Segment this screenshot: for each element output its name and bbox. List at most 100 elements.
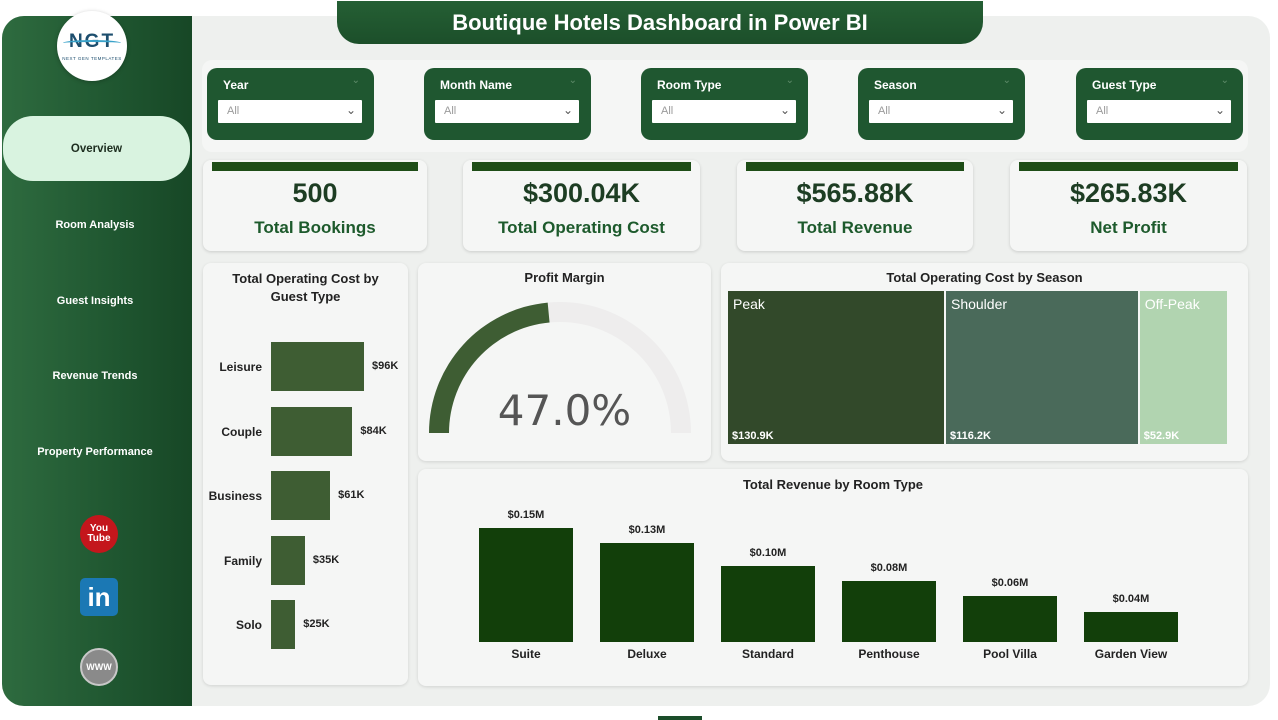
slicer-dropdown[interactable]: All ⌄ xyxy=(218,100,362,123)
kpi-card-total-operating-cost: $300.04K Total Operating Cost xyxy=(463,160,700,251)
hbar-category-label: Business xyxy=(208,489,262,503)
slicer-month-name: Month Name ⌄ All ⌄ xyxy=(424,68,591,140)
nav-overview[interactable]: Overview xyxy=(3,116,190,181)
nav-room-analysis[interactable]: Room Analysis xyxy=(55,219,135,231)
nav-guest-insights[interactable]: Guest Insights xyxy=(56,295,134,307)
slicer-chevron-icon[interactable]: ⌄ xyxy=(1220,75,1229,86)
chevron-down-icon: ⌄ xyxy=(996,103,1007,117)
slicer-dropdown[interactable]: All ⌄ xyxy=(869,100,1013,123)
vbar-value-label: $0.06M xyxy=(991,577,1029,590)
slicer-label: Room Type xyxy=(657,78,722,92)
website-globe-icon[interactable]: WWW xyxy=(80,648,118,686)
profit-margin-panel: Profit Margin 47.0% xyxy=(418,263,711,461)
chevron-down-icon: ⌄ xyxy=(1214,103,1225,117)
hbar-solo[interactable] xyxy=(271,600,296,649)
kpi-accent-bar xyxy=(472,162,691,171)
slicer-chevron-icon[interactable]: ⌄ xyxy=(1002,75,1011,86)
kpi-accent-bar xyxy=(746,162,964,171)
nav-property-performance[interactable]: Property Performance xyxy=(37,446,153,458)
slicer-dropdown[interactable]: All ⌄ xyxy=(1087,100,1231,123)
slicer-label: Month Name xyxy=(440,78,512,92)
hbar-category-label: Leisure xyxy=(219,360,262,374)
youtube-icon-text-bottom: Tube xyxy=(87,533,111,544)
vbar-category-label: Penthouse xyxy=(858,647,920,661)
kpi-value: $565.88K xyxy=(796,178,914,208)
page-tab-indicator xyxy=(658,716,702,720)
hbar-leisure[interactable] xyxy=(271,342,364,391)
slicer-dropdown[interactable]: All ⌄ xyxy=(652,100,796,123)
slicer-season: Season ⌄ All ⌄ xyxy=(858,68,1025,140)
slicer-label: Guest Type xyxy=(1092,78,1157,92)
youtube-icon[interactable]: You Tube xyxy=(80,515,118,553)
vbar-category-label: Suite xyxy=(511,647,541,661)
hbar-family[interactable] xyxy=(271,535,305,585)
hbar-value-label: $61K xyxy=(338,489,365,501)
dashboard-title: Boutique Hotels Dashboard in Power BI xyxy=(337,1,983,44)
kpi-accent-bar xyxy=(212,162,418,171)
treemap-cell-peak[interactable]: Peak $130.9K xyxy=(728,291,944,444)
vbar-category-label: Deluxe xyxy=(627,647,667,661)
slicer-value: All xyxy=(878,105,891,117)
treemap-category-label: Peak xyxy=(733,296,765,312)
vbar-category-label: Garden View xyxy=(1094,647,1168,661)
vbar-category-label: Standard xyxy=(741,647,794,661)
kpi-accent-bar xyxy=(1019,162,1238,171)
slicer-chevron-icon[interactable]: ⌄ xyxy=(785,75,794,86)
slicer-chevron-icon[interactable]: ⌄ xyxy=(568,75,577,86)
vbar-category-label: Pool Villa xyxy=(983,647,1037,661)
room-revenue-title: Total Revenue by Room Type xyxy=(742,477,924,492)
kpi-label: Total Revenue xyxy=(797,218,913,237)
hbar-value-label: $35K xyxy=(312,553,340,566)
ngt-logo: NGT NEXT GEN TEMPLATES xyxy=(57,11,127,81)
treemap-category-label: Off-Peak xyxy=(1144,296,1200,312)
kpi-card-net-profit: $265.83K Net Profit xyxy=(1010,160,1247,251)
slicer-guest-type: Guest Type ⌄ All ⌄ xyxy=(1076,68,1243,140)
treemap-value-label: $52.9K xyxy=(1143,430,1180,442)
kpi-label: Net Profit xyxy=(1090,218,1167,237)
hbar-business[interactable] xyxy=(271,471,331,520)
vbar-value-label: $0.15M xyxy=(507,509,545,521)
vbar-value-label: $0.13M xyxy=(628,524,666,537)
kpi-card-total-revenue: $565.88K Total Revenue xyxy=(737,160,973,251)
linkedin-icon[interactable]: in xyxy=(80,578,118,616)
kpi-value: 500 xyxy=(292,178,338,208)
gauge-fill xyxy=(429,302,550,433)
vbar-pool-villa[interactable] xyxy=(963,596,1057,642)
nav-revenue-trends[interactable]: Revenue Trends xyxy=(52,370,138,382)
chevron-down-icon: ⌄ xyxy=(779,103,790,117)
hbar-couple[interactable] xyxy=(271,406,353,456)
slicer-chevron-icon[interactable]: ⌄ xyxy=(351,75,360,86)
kpi-card-total-bookings: 500 Total Bookings xyxy=(203,160,427,251)
vbar-deluxe[interactable] xyxy=(600,543,694,642)
season-cost-title: Total Operating Cost by Season xyxy=(886,270,1083,285)
slicer-value: All xyxy=(661,105,674,117)
hbar-category-label: Solo xyxy=(236,618,262,632)
treemap-cell-shoulder[interactable]: Shoulder $116.2K xyxy=(945,291,1138,444)
vbar-penthouse[interactable] xyxy=(842,581,936,642)
guest-type-cost-title: Total Operating Cost by Guest Type xyxy=(232,271,379,304)
hbar-category-label: Couple xyxy=(221,424,262,439)
vbar-garden-view[interactable] xyxy=(1084,611,1178,642)
treemap-value-label: $116.2K xyxy=(949,430,991,442)
slicer-room-type: Room Type ⌄ All ⌄ xyxy=(641,68,808,140)
slicer-label: Season xyxy=(874,78,917,92)
logo-subtext: NEXT GEN TEMPLATES xyxy=(62,56,122,61)
vbar-value-label: $0.08M xyxy=(870,562,908,575)
slicer-label: Year xyxy=(223,78,249,92)
vbar-value-label: $0.10M xyxy=(749,547,787,559)
chevron-down-icon: ⌄ xyxy=(562,103,573,117)
vbar-suite[interactable] xyxy=(479,528,573,642)
slicer-dropdown[interactable]: All ⌄ xyxy=(435,100,579,123)
chevron-down-icon: ⌄ xyxy=(345,103,356,117)
slicer-year: Year ⌄ All ⌄ xyxy=(207,68,374,140)
slicer-value: All xyxy=(444,105,457,117)
hbar-value-label: $25K xyxy=(303,618,330,630)
kpi-label: Total Operating Cost xyxy=(498,218,665,237)
slicer-value: All xyxy=(1096,105,1109,117)
vbar-value-label: $0.04M xyxy=(1112,592,1150,605)
vbar-standard[interactable] xyxy=(721,566,815,642)
hbar-value-label: $84K xyxy=(360,424,387,437)
slicer-value: All xyxy=(227,105,240,117)
treemap-cell-off-peak[interactable]: Off-Peak $52.9K xyxy=(1139,291,1227,444)
logo-mark: NGT xyxy=(62,31,122,52)
